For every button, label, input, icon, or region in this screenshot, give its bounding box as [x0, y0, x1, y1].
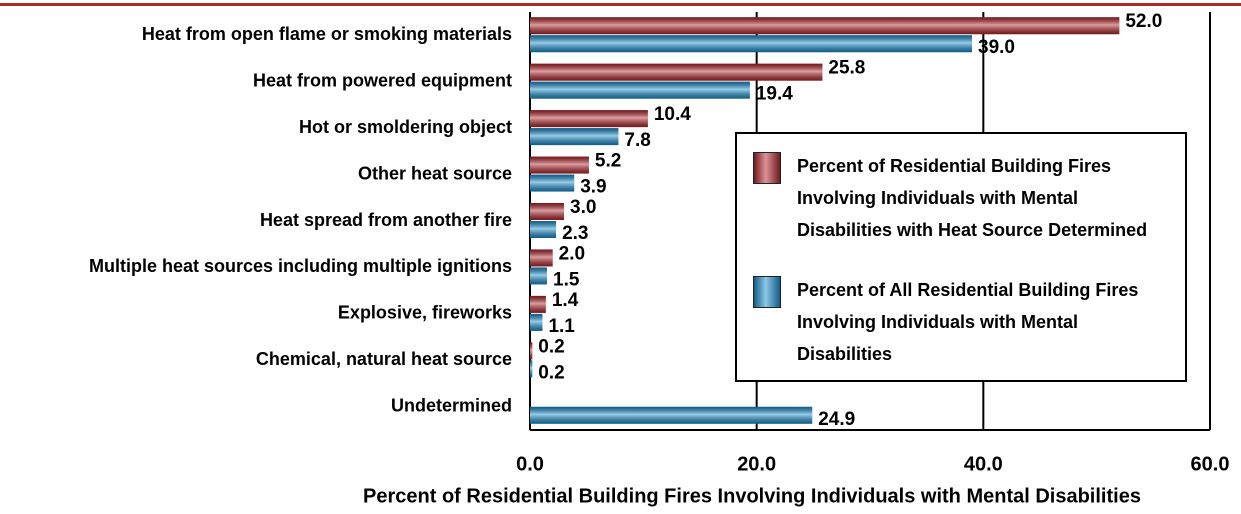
data-label: 7.8: [624, 130, 650, 151]
data-label: 1.5: [553, 269, 580, 290]
legend-swatch: [753, 152, 781, 184]
bar-shine: [530, 342, 533, 360]
y-tick-label: Heat from powered equipment: [253, 70, 512, 90]
bar-shine: [530, 221, 557, 238]
legend-label: Percent of Residential Building Fires In…: [797, 156, 1148, 240]
bar-shine: [530, 174, 575, 192]
bar-shine: [530, 267, 547, 285]
x-tick-label: 20.0: [737, 453, 776, 475]
bar-shine: [530, 313, 543, 331]
bar-shine: [530, 17, 1120, 35]
data-label: 39.0: [978, 37, 1015, 58]
y-tick-label: Hot or smoldering object: [299, 117, 512, 137]
data-label: 0.2: [538, 336, 564, 357]
y-tick-label: Other heat source: [358, 163, 512, 183]
x-tick-label: 60.0: [1191, 453, 1230, 475]
data-label: 0.2: [538, 362, 564, 383]
data-label: 10.4: [654, 104, 691, 125]
x-axis-title: Percent of Residential Building Fires In…: [363, 485, 1141, 507]
y-tick-label: Heat spread from another fire: [260, 210, 512, 230]
data-label: 19.4: [756, 84, 793, 105]
legend-swatch: [753, 276, 781, 308]
data-label: 3.0: [570, 197, 596, 218]
bar-shine: [530, 63, 823, 81]
x-tick-label: 40.0: [964, 453, 1003, 475]
data-label: 24.9: [818, 409, 855, 430]
bar-shine: [530, 295, 546, 313]
bar-shine: [530, 81, 750, 99]
top-rule: [0, 3, 1241, 6]
data-label: 2.3: [562, 223, 588, 244]
bar-shine: [530, 128, 619, 146]
data-label: 3.9: [580, 177, 606, 198]
legend: Percent of Residential Building Fires In…: [735, 132, 1187, 382]
y-tick-label: Explosive, fireworks: [338, 303, 512, 323]
y-tick-label: Heat from open flame or smoking material…: [142, 24, 512, 44]
x-tick-label: 0.0: [516, 453, 544, 475]
y-tick-label: Multiple heat sources including multiple…: [89, 256, 512, 276]
bar-shine: [530, 360, 533, 378]
data-label: 5.2: [595, 151, 621, 172]
data-label: 1.4: [552, 290, 579, 311]
bar-shine: [530, 203, 564, 220]
bar-shine: [530, 35, 972, 53]
bar-shine: [530, 156, 589, 174]
bar-shine: [530, 406, 813, 424]
legend-label: Percent of All Residential Building Fire…: [797, 280, 1139, 364]
data-label: 1.1: [548, 316, 575, 337]
bar-shine: [530, 110, 648, 128]
y-tick-label: Chemical, natural heat source: [256, 349, 512, 369]
data-label: 2.0: [559, 243, 585, 264]
data-label: 25.8: [828, 58, 865, 79]
bar-shine: [530, 249, 553, 267]
data-label: 52.0: [1125, 11, 1162, 32]
y-tick-label: Undetermined: [391, 396, 512, 416]
